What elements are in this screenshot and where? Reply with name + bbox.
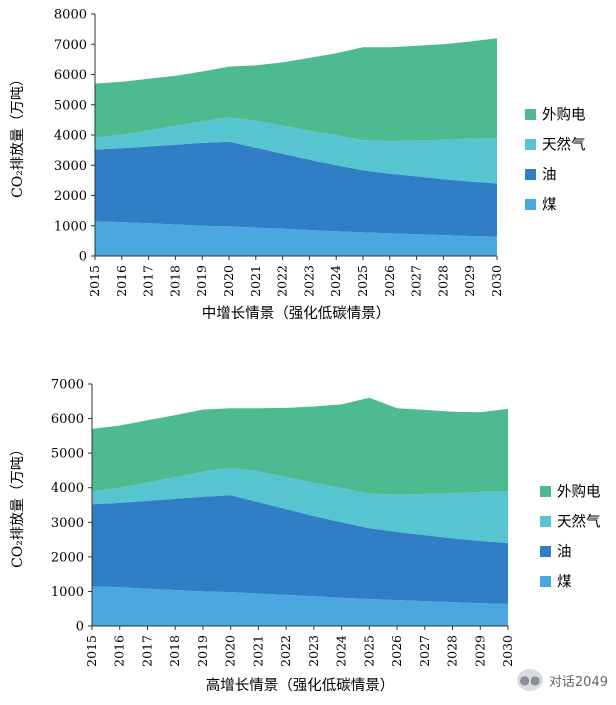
legend-label: 外购电 [542,107,586,124]
x-tick-label: 2024 [334,635,349,667]
y-tick-label: 4000 [51,481,84,496]
chart-middle-growth: 0 1000 2000 3000 4000 5000 6000 7000 8000 2015 201… [10,8,586,323]
x-tick-label: 2022 [275,265,290,297]
y-tick-label: 3000 [54,159,87,174]
legend-swatch [540,576,551,587]
x-tick-label: 2018 [167,265,182,297]
y-tick-label: 1000 [51,585,84,600]
x-tick-label: 2020 [223,635,238,667]
area-series-1 [92,495,508,604]
y-tick-label: 0 [76,620,84,635]
legend-label: 油 [542,167,557,184]
chart-caption: 中增长情景（强化低碳情景） [202,305,391,322]
x-tick-label: 2028 [445,635,460,667]
legend-label: 天然气 [542,137,586,154]
x-tick-label: 2029 [472,635,487,667]
legend-swatch [525,199,536,210]
x-tick-label: 2023 [301,265,316,297]
area-series-1 [95,141,497,237]
area-series-3 [95,38,497,142]
x-tick-label: 2025 [355,265,370,297]
x-tick-label: 2024 [328,265,343,297]
speech-bubble-icon: ●● [516,669,543,691]
x-tick-label: 2018 [167,635,182,667]
chart-high-growth: 0 1000 2000 3000 4000 5000 6000 7000 2015 2016 201… [10,378,601,695]
area-series-0 [95,221,497,256]
y-tick-label: 0 [79,250,87,265]
legend-swatch [540,516,551,527]
legend-label: 煤 [542,197,557,214]
y-tick-label: 5000 [51,447,84,462]
x-tick-label: 2026 [389,635,404,667]
x-tick-label: 2029 [462,265,477,297]
legend-swatch [525,169,536,180]
x-tick-label: 2017 [141,265,156,297]
area-series-3 [92,397,508,495]
x-tick-label: 2017 [139,635,154,667]
legend-swatch [540,546,551,557]
y-tick-label: 6000 [54,68,87,83]
area-series-2 [92,467,508,543]
y-axis-label: CO₂排放量（万吨） [10,442,26,568]
legend-swatch [525,109,536,120]
legend-label: 油 [557,544,572,561]
x-tick-label: 2030 [500,635,515,667]
x-tick-label: 2019 [194,265,209,297]
watermark-text: 对话2049 [548,674,608,690]
x-tick-label: 2015 [84,635,99,667]
legend-swatch [540,486,551,497]
x-tick-label: 2027 [417,635,432,667]
y-axis-label: CO₂排放量（万吨） [10,72,26,198]
legend-label: 天然气 [557,514,601,531]
y-tick-label: 6000 [51,412,84,427]
x-tick-label: 2016 [114,265,129,297]
watermark: ●● 对话2049 [516,669,608,691]
legend-label: 外购电 [557,484,601,501]
area-series-2 [95,117,497,184]
x-tick-label: 2030 [489,265,504,297]
chart-caption: 高增长情景（强化低碳情景） [206,677,395,694]
legend-label: 煤 [557,574,572,591]
x-tick-label: 2027 [409,265,424,297]
y-tick-label: 2000 [51,550,84,565]
y-tick-label: 1000 [54,219,87,234]
x-tick-label: 2019 [195,635,210,667]
y-tick-label: 5000 [54,98,87,113]
x-tick-label: 2015 [87,265,102,297]
x-tick-label: 2016 [112,635,127,667]
x-tick-label: 2026 [382,265,397,297]
y-tick-label: 7000 [51,378,84,393]
x-tick-label: 2021 [250,635,265,667]
x-tick-label: 2021 [248,265,263,297]
x-tick-label: 2028 [435,265,450,297]
x-tick-label: 2025 [361,635,376,667]
y-tick-label: 8000 [54,8,87,23]
x-tick-label: 2020 [221,265,236,297]
x-tick-label: 2022 [278,635,293,667]
area-series-0 [92,586,508,626]
legend-swatch [525,139,536,150]
y-tick-label: 7000 [54,38,87,53]
x-tick-label: 2023 [306,635,321,667]
y-tick-label: 4000 [54,129,87,144]
y-tick-label: 3000 [51,516,84,531]
y-tick-label: 2000 [54,189,87,204]
